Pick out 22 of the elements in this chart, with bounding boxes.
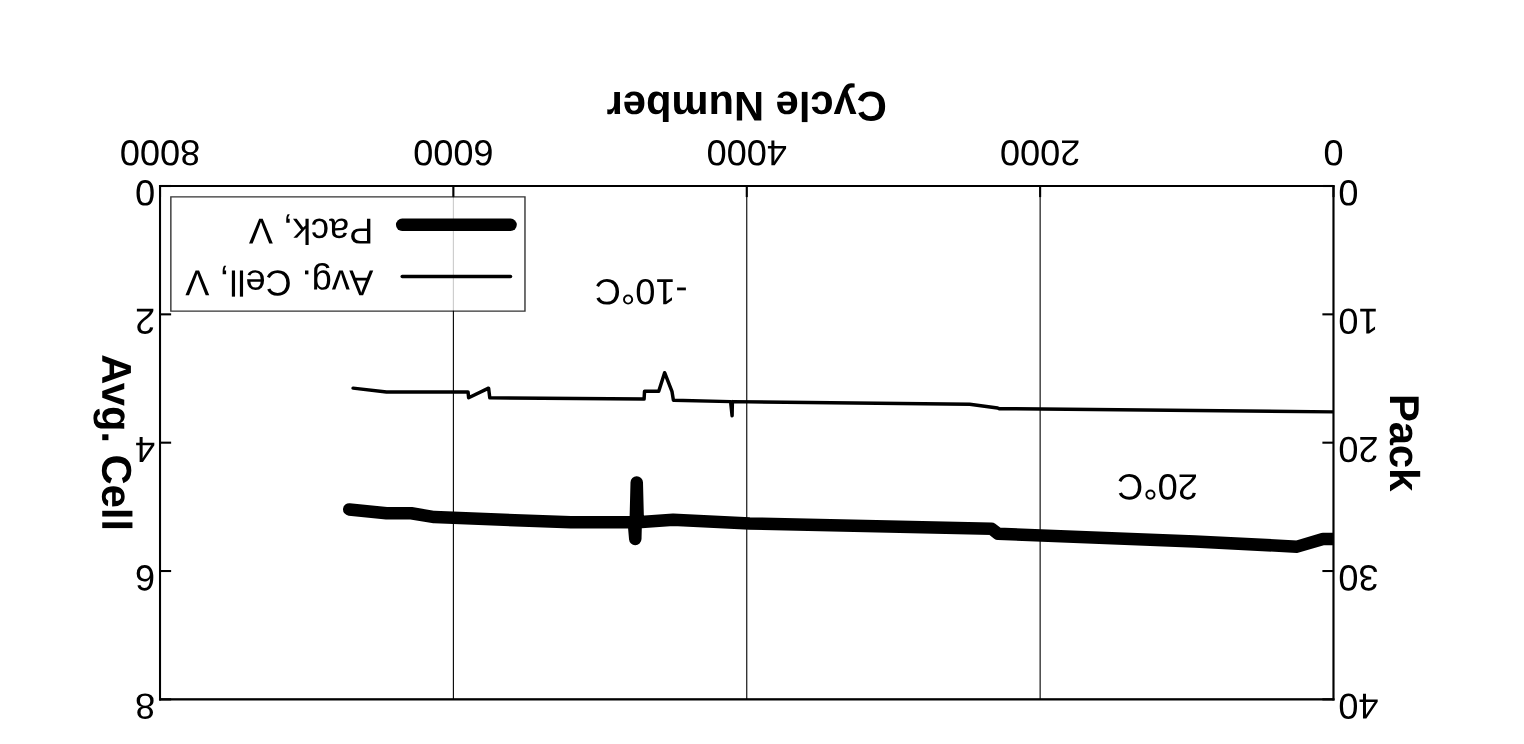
x-tick-label: 0 (1324, 140, 1343, 166)
y2-tick-label: 10 (1339, 308, 1376, 334)
y2-tick-label: 0 (1339, 180, 1358, 206)
y-tick-label: 2 (136, 308, 154, 334)
y2-tick-label: 40 (1339, 693, 1378, 719)
y2-tick-label: 20 (1339, 436, 1377, 463)
y-tick-label: 4 (136, 437, 155, 462)
annotation: 20°C (1118, 474, 1196, 500)
y2-tick-label: 30 (1339, 565, 1378, 591)
y-tick-label: 6 (136, 565, 154, 591)
x-tick-label: 4000 (708, 140, 787, 166)
legend-label: Avg. Cell, V (185, 263, 374, 297)
x-tick-label: 6000 (414, 140, 492, 166)
y2-axis-title: Pack (1389, 396, 1421, 492)
legend-label: Pack, V (249, 214, 371, 245)
y-tick-label: 0 (136, 180, 154, 206)
y-tick-label: 8 (136, 693, 154, 719)
x-tick-label: 8000 (121, 140, 199, 166)
x-tick-label: 2000 (1001, 140, 1079, 166)
y-axis-title: Avg. Cell (93, 355, 133, 529)
annotation: -10°C (596, 278, 686, 305)
x-axis-title: Cycle Number (607, 83, 886, 123)
